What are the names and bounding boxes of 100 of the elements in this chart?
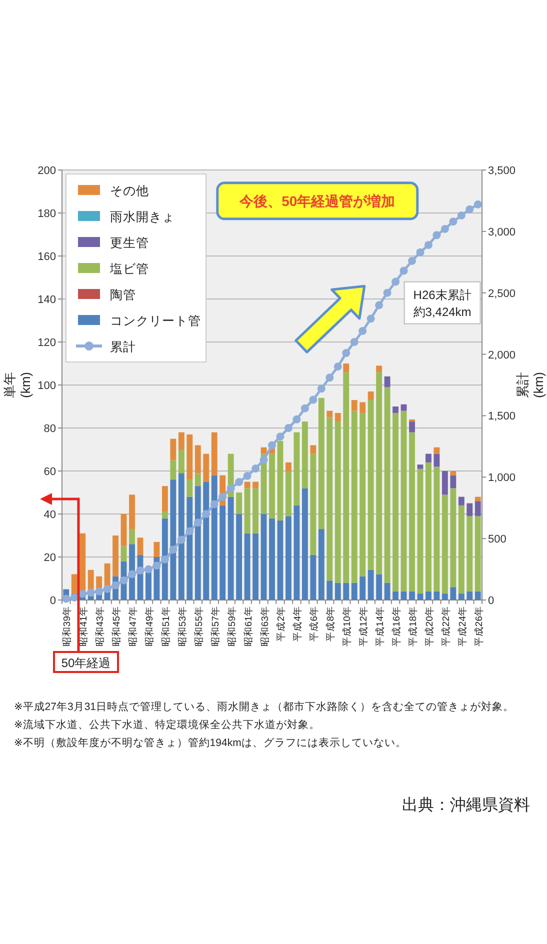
bar bbox=[211, 475, 218, 600]
bar bbox=[286, 471, 292, 516]
x-tick-label: 平成8年 bbox=[324, 606, 337, 642]
bar bbox=[450, 488, 456, 588]
x-tick-label: 昭和63年 bbox=[258, 606, 271, 647]
bar bbox=[434, 454, 440, 467]
point bbox=[136, 566, 144, 575]
point bbox=[128, 570, 136, 578]
bar bbox=[294, 432, 300, 506]
bar bbox=[318, 529, 324, 600]
bar bbox=[129, 494, 135, 530]
bar bbox=[112, 536, 118, 576]
point bbox=[144, 565, 152, 574]
bar bbox=[260, 514, 267, 600]
point bbox=[309, 396, 318, 404]
point bbox=[383, 288, 392, 297]
bar bbox=[466, 516, 473, 592]
bar bbox=[318, 398, 324, 530]
text: ※不明（敷設年度が不明な管きょ）管約194kmは、グラフには表示していない。 bbox=[14, 736, 406, 749]
bar bbox=[71, 574, 78, 594]
x-tick-label: 平成10年 bbox=[341, 606, 354, 647]
point bbox=[300, 404, 309, 412]
legend-label: その他 bbox=[110, 184, 149, 198]
y-tick-label: 120 bbox=[38, 337, 56, 349]
bar bbox=[442, 494, 448, 594]
bar bbox=[384, 387, 390, 583]
y2-tick-label: 1,000 bbox=[488, 472, 516, 484]
text: ※流域下水道、公共下水道、特定環境保全公共下水道が対象。 bbox=[14, 718, 320, 731]
point bbox=[120, 576, 128, 584]
bar bbox=[211, 432, 218, 476]
x-tick-label: 平成4年 bbox=[292, 606, 304, 642]
bar bbox=[186, 434, 193, 480]
bar bbox=[392, 412, 398, 592]
bar bbox=[236, 492, 242, 514]
bar bbox=[244, 488, 250, 534]
point bbox=[152, 562, 161, 570]
legend-label: 陶管 bbox=[110, 288, 136, 302]
bar bbox=[351, 582, 358, 600]
point bbox=[440, 224, 449, 233]
bar bbox=[434, 466, 440, 592]
bar bbox=[368, 400, 374, 570]
text: ※平成27年3月31日時点で管理している、雨水開きょ（都市下水路除く）を含む全ての管きょが対象。 bbox=[14, 700, 514, 713]
x-tick-label: 昭和43年 bbox=[94, 606, 106, 647]
y2-tick-label: 500 bbox=[488, 534, 506, 546]
bar bbox=[426, 462, 432, 592]
bar bbox=[434, 447, 440, 454]
legend-label: 累計 bbox=[110, 340, 136, 354]
x-tick-label: 平成24年 bbox=[456, 606, 468, 647]
point bbox=[317, 384, 326, 393]
point bbox=[292, 415, 301, 424]
bar bbox=[368, 570, 374, 600]
y-tick-label: 60 bbox=[44, 466, 56, 478]
text: 50年経過 bbox=[61, 656, 111, 670]
x-tick-label: 平成14年 bbox=[374, 606, 386, 647]
legend-label: 更生管 bbox=[110, 236, 149, 250]
bar bbox=[129, 529, 135, 544]
x-tick-label: 昭和57年 bbox=[209, 606, 222, 647]
point bbox=[194, 518, 202, 527]
bar bbox=[120, 546, 127, 562]
bar bbox=[236, 514, 242, 600]
bar bbox=[392, 406, 398, 413]
point bbox=[260, 456, 268, 464]
bar bbox=[162, 518, 168, 600]
bar bbox=[343, 582, 350, 600]
bar bbox=[409, 422, 415, 432]
point bbox=[177, 536, 186, 544]
y2-axis-title: 累計 (km) bbox=[515, 372, 546, 398]
point bbox=[366, 314, 375, 323]
bar bbox=[442, 594, 448, 600]
bar bbox=[450, 471, 456, 476]
point bbox=[62, 594, 70, 603]
bar bbox=[252, 482, 258, 488]
x-tick-label: 平成6年 bbox=[308, 606, 320, 642]
point bbox=[78, 590, 87, 598]
bar bbox=[376, 574, 382, 600]
bar bbox=[310, 554, 316, 600]
bar bbox=[474, 516, 481, 592]
point bbox=[326, 374, 334, 382]
bar bbox=[244, 533, 250, 600]
bar bbox=[351, 400, 358, 411]
bar bbox=[351, 410, 358, 583]
point bbox=[284, 424, 292, 432]
point bbox=[466, 205, 474, 214]
x-tick-label: 平成18年 bbox=[407, 606, 419, 647]
bar bbox=[310, 454, 316, 555]
point bbox=[235, 478, 244, 486]
bar bbox=[376, 372, 382, 574]
x-tick-label: 平成20年 bbox=[423, 606, 436, 647]
bar bbox=[186, 496, 193, 600]
point bbox=[103, 584, 112, 593]
y2-tick-label: 2,500 bbox=[488, 288, 516, 300]
bar bbox=[384, 582, 390, 600]
bar bbox=[194, 445, 201, 474]
point bbox=[243, 472, 252, 480]
bar bbox=[458, 505, 464, 594]
bar bbox=[458, 594, 464, 600]
point bbox=[276, 432, 284, 441]
bar bbox=[170, 460, 176, 480]
y-tick-label: 20 bbox=[44, 552, 56, 564]
bar bbox=[450, 475, 456, 488]
